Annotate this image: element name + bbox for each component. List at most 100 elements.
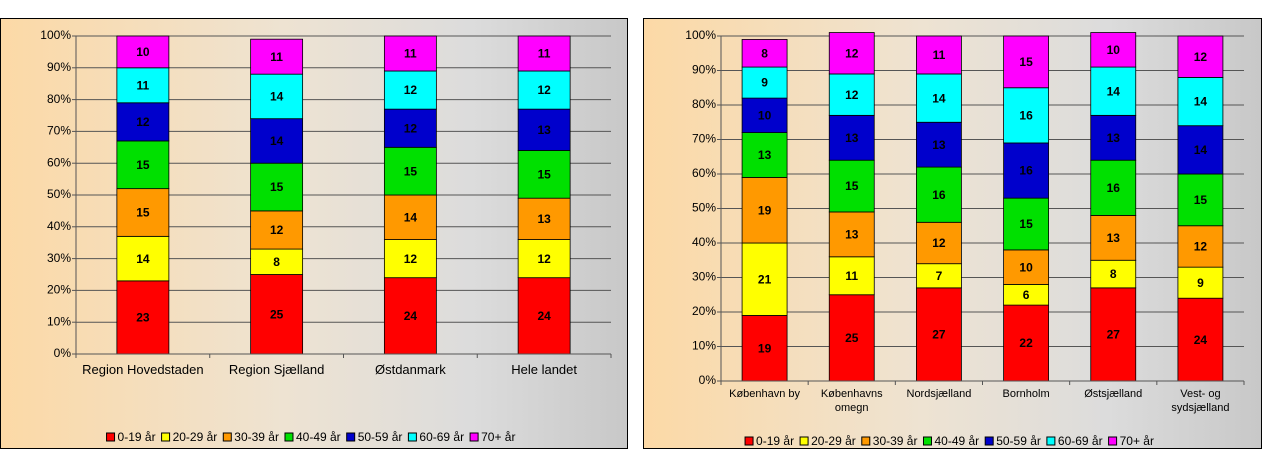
bar-segment (250, 73, 304, 120)
legend-label: 60-69 år (1058, 434, 1103, 448)
bar-segment (383, 35, 437, 72)
data-label: 10 (758, 109, 772, 123)
y-tick-label: 60% (47, 155, 71, 169)
x-tick-label: Københavns omegn (820, 388, 883, 414)
data-label: 14 (1194, 143, 1208, 157)
data-label: 27 (1107, 328, 1121, 342)
data-label: 10 (136, 45, 150, 59)
data-label: 10 (1107, 43, 1121, 57)
data-label: 15 (404, 164, 418, 178)
legend-swatch (1108, 436, 1118, 446)
x-tick-label: Region Hovedstaden (82, 362, 204, 377)
bar-segment (250, 162, 304, 212)
data-label: 12 (404, 252, 418, 266)
bar-segment (1090, 287, 1137, 382)
bar-segment (116, 280, 170, 355)
bar-segment (250, 248, 304, 275)
y-tick-label: 30% (692, 270, 716, 284)
data-label: 12 (537, 252, 551, 266)
data-label: 15 (136, 158, 150, 172)
bar-segment (517, 197, 571, 240)
data-label: 14 (1194, 95, 1208, 109)
y-tick-label: 90% (47, 60, 71, 74)
data-label: 9 (1197, 276, 1204, 290)
bar-segment (383, 108, 437, 148)
legend: 0-19 år 20-29 år 30-39 år 40-49 år 50-59 år 6… (106, 430, 515, 444)
data-label: 8 (761, 46, 768, 60)
bar-segment (1090, 66, 1137, 116)
bar-segment (828, 211, 875, 258)
legend-swatch (161, 432, 171, 442)
legend-swatch (284, 432, 294, 442)
data-label: 6 (1023, 288, 1030, 302)
bar-segment (1090, 159, 1137, 216)
bar-segment (383, 70, 437, 110)
data-label: 19 (758, 341, 772, 355)
data-label: 14 (1107, 84, 1121, 98)
bar-segment (1003, 142, 1049, 199)
bar-segment (741, 66, 788, 99)
y-tick-label: 100% (685, 28, 716, 42)
y-tick-label: 50% (47, 187, 71, 201)
x-tick-label: Østdanmark (374, 362, 446, 377)
y-tick-label: 60% (692, 166, 716, 180)
data-label: 14 (404, 210, 418, 224)
bar-segment (741, 315, 788, 382)
data-label: 15 (270, 180, 284, 194)
y-tick-label: 70% (692, 132, 716, 146)
y-tick-label: 30% (47, 251, 71, 265)
legend-swatch (744, 436, 754, 446)
legend-label: 70+ år (1120, 434, 1154, 448)
legend-swatch (106, 432, 116, 442)
bar-segment (916, 121, 962, 168)
data-label: 13 (845, 228, 859, 242)
data-label: 11 (404, 47, 417, 61)
y-tick-label: 80% (692, 97, 716, 111)
bar-segment (1177, 266, 1224, 299)
bar-segment (828, 256, 875, 296)
legend-label: 40-49 år (934, 434, 979, 448)
data-label: 12 (845, 46, 859, 60)
y-tick-label: 0% (54, 346, 72, 360)
data-label: 15 (845, 179, 859, 193)
x-tick-label: Region Sjælland (228, 362, 325, 377)
bar-segment (741, 242, 788, 316)
bar-segment (1003, 249, 1049, 285)
y-tick-label: 70% (47, 124, 71, 138)
data-label: 19 (758, 203, 772, 217)
legend-label: 50-59 år (996, 434, 1041, 448)
data-label: 12 (404, 83, 418, 97)
data-label: 12 (136, 115, 150, 129)
data-label: 16 (932, 188, 946, 202)
data-label: 25 (270, 307, 284, 321)
x-tick-label: Nordsjælland (906, 388, 972, 400)
data-label: 16 (1107, 181, 1121, 195)
data-label: 21 (758, 272, 772, 286)
data-label: 8 (273, 255, 280, 269)
x-tick-label: Vest- og sydsjælland (1171, 388, 1230, 414)
legend-label: 30-39 år (873, 434, 918, 448)
legend-swatch (469, 432, 479, 442)
data-label: 13 (758, 148, 772, 162)
bar-segment (1177, 35, 1224, 78)
bar-segment (1090, 114, 1137, 161)
bar-segment (1003, 87, 1049, 144)
data-label: 11 (933, 48, 946, 62)
chart-panel: 0% 10% 20% 30% 40% 50% 60% 70% 80% 90% 100% 19 21 19 1… (643, 18, 1262, 449)
y-tick-label: 40% (47, 219, 71, 233)
data-label: 13 (537, 212, 551, 226)
legend-label: 30-39 år (234, 430, 279, 444)
bar-segment (828, 32, 875, 75)
bar-segment (116, 67, 170, 104)
data-label: 12 (845, 88, 859, 102)
bar-segment (916, 221, 962, 265)
y-tick-label: 40% (692, 235, 716, 249)
bar-segment (741, 177, 788, 244)
data-label: 12 (1194, 50, 1208, 64)
data-label: 13 (845, 131, 859, 145)
bar-segment (1090, 214, 1137, 261)
legend: 0-19 år 20-29 år 30-39 år 40-49 år 50-59 år 6… (744, 434, 1154, 448)
data-label: 12 (404, 121, 418, 135)
x-tick-label: Østsjælland (1084, 388, 1143, 400)
legend-swatch (346, 432, 356, 442)
